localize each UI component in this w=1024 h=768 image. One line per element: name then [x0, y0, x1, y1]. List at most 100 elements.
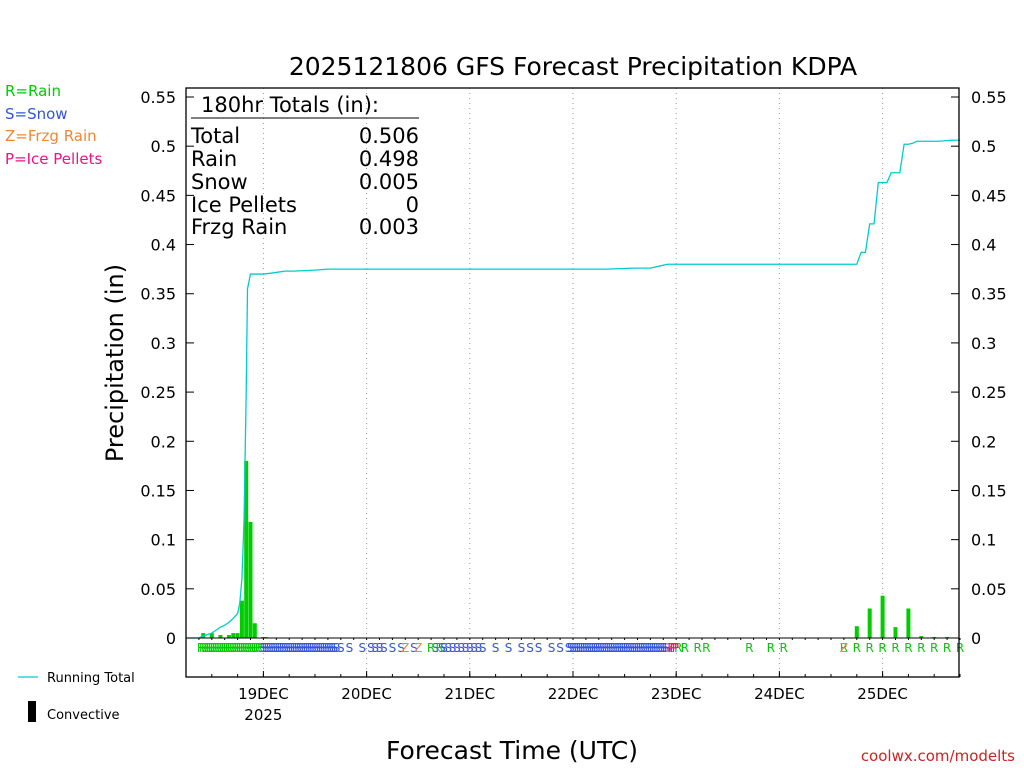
- ptype-snow-code: S: [262, 641, 270, 655]
- precip-bar: [231, 633, 236, 638]
- ptype-snow-code: S: [597, 641, 605, 655]
- ptype-snow-code: S: [438, 641, 446, 655]
- ptype-snow-code: S: [371, 641, 379, 655]
- y-tick-label-right: 0.2: [971, 432, 996, 451]
- ptype-snow-code: S: [320, 641, 328, 655]
- ptype-snow-code: S: [457, 641, 465, 655]
- ptype-snow-code: S: [580, 641, 588, 655]
- ptype-snow-code: S: [268, 641, 276, 655]
- precip-bar: [252, 623, 257, 638]
- y-tick-label-left: 0.15: [140, 481, 176, 500]
- ptype-snow-code: S: [337, 641, 345, 655]
- ptype-snow-code: S: [466, 641, 474, 655]
- x-axis-label: Forecast Time (UTC): [386, 736, 638, 765]
- ptype-snow-code: S: [634, 641, 642, 655]
- precip-bars: [201, 460, 950, 638]
- ptype-rain-code: R: [853, 641, 861, 655]
- ptype-snow-code: S: [571, 641, 579, 655]
- ptype-rain-code: R: [930, 641, 938, 655]
- precip-bar: [227, 635, 231, 638]
- ptype-snow-code: S: [614, 641, 622, 655]
- ptype-snow-code: S: [279, 641, 287, 655]
- ptype-snow-code: S: [589, 641, 597, 655]
- ptype-snow-code: S: [444, 641, 452, 655]
- y-tick-label-right: 0.15: [971, 481, 1007, 500]
- ptype-snow-code: S: [664, 641, 672, 655]
- ptype-rain-code: R: [767, 641, 775, 655]
- ptype-rain-code: R: [229, 641, 237, 655]
- totals-label-snow: Snow: [191, 170, 248, 194]
- ptype-rain-code: R: [208, 641, 216, 655]
- y-tick-label-left: 0.2: [151, 432, 176, 451]
- y-tick-label-left: 0.05: [140, 580, 176, 599]
- ptype-snow-code: S: [595, 641, 603, 655]
- ptype-snow-code: S: [653, 641, 661, 655]
- totals-heading: 180hr Totals (in):: [201, 93, 379, 117]
- ptype-snow-code: S: [470, 641, 478, 655]
- ptype-snow-code: S: [565, 641, 573, 655]
- ptype-snow-code: S: [346, 641, 354, 655]
- y-tick-label-right: 0.35: [971, 285, 1007, 304]
- ptype-snow-code: S: [318, 641, 326, 655]
- ptype-rain-code: R: [233, 641, 241, 655]
- y-tick-label-left: 0.45: [140, 186, 176, 205]
- ptype-snow-code: S: [440, 641, 448, 655]
- ptype-snow-code: S: [326, 641, 334, 655]
- ptype-snow-code: S: [358, 641, 366, 655]
- ptype-snow-code: S: [376, 641, 384, 655]
- ptype-rain-code: R: [218, 641, 226, 655]
- ptype-snow-code: S: [601, 641, 609, 655]
- ptype-snow-code: S: [593, 641, 601, 655]
- precip-bar: [906, 608, 911, 638]
- ptype-snow-code: S: [298, 641, 306, 655]
- ptype-snow-code: S: [281, 641, 289, 655]
- ptype-snow-code: S: [518, 641, 526, 655]
- ptype-snow-code: S: [657, 641, 665, 655]
- ptype-pellet-code: P: [670, 641, 677, 655]
- ptype-rain-code: R: [248, 641, 256, 655]
- precip-bar: [218, 635, 223, 638]
- ptype-snow-code: S: [292, 641, 300, 655]
- y-tick-label-left: 0.25: [140, 383, 176, 402]
- ptype-snow-code: S: [632, 641, 640, 655]
- ptype-snow-code: S: [569, 641, 577, 655]
- ptype-snow-code: S: [655, 641, 663, 655]
- totals-label-pellets: Ice Pellets: [191, 193, 297, 217]
- ptype-snow-code: S: [380, 641, 388, 655]
- ptype-snow-code: S: [647, 641, 655, 655]
- ptype-snow-code: S: [599, 641, 607, 655]
- legend-running-total: Running Total: [47, 671, 135, 686]
- ptype-rain-code: R: [212, 641, 220, 655]
- ptype-snow-code: S: [294, 641, 302, 655]
- totals-value-pellets: 0: [406, 193, 419, 217]
- totals-value-snow: 0.005: [359, 170, 419, 194]
- ptype-rain-code: R: [225, 641, 233, 655]
- ptype-snow-code: S: [627, 641, 635, 655]
- ptype-snow-code: S: [651, 641, 659, 655]
- x-tick-label: 23DEC: [651, 685, 702, 703]
- ptype-snow-code: S: [410, 641, 418, 655]
- ptype-rain-code: R: [227, 641, 235, 655]
- precip-bar: [235, 633, 240, 638]
- y-tick-label-left: 0: [166, 629, 176, 648]
- ptype-snow-code: S: [264, 641, 272, 655]
- ptype-snow-code: S: [567, 641, 575, 655]
- ptype-snow-code: S: [548, 641, 556, 655]
- y-axis-label: Precipitation (in): [101, 264, 129, 462]
- ptype-snow-code: S: [290, 641, 298, 655]
- ptype-snow-code: S: [275, 641, 283, 655]
- x-tick-label: 22DEC: [548, 685, 599, 703]
- ptype-snow-code: S: [315, 641, 323, 655]
- ptype-snow-code: S: [606, 641, 614, 655]
- ptype-rain-code: R: [436, 641, 444, 655]
- ptype-rain-code: R: [780, 641, 788, 655]
- legend-rain: R=Rain: [5, 82, 61, 100]
- running-total-layer: [186, 139, 960, 639]
- ptype-snow-code: S: [300, 641, 308, 655]
- y-tick-label-left: 0.4: [151, 236, 176, 255]
- ptype-rain-code: R: [205, 641, 213, 655]
- ptype-rain-code: R: [231, 641, 239, 655]
- ptype-snow-code: S: [324, 641, 332, 655]
- ptype-snow-code: S: [277, 641, 285, 655]
